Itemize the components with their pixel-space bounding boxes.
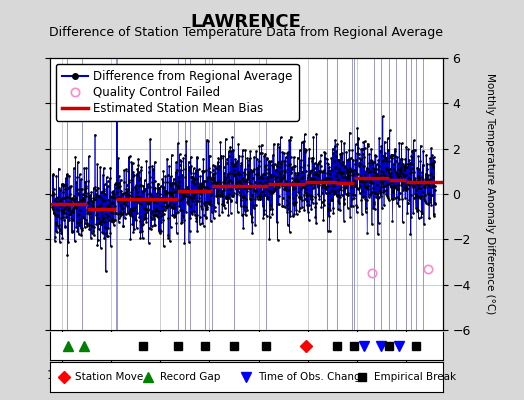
Text: Station Move: Station Move (75, 372, 144, 382)
Y-axis label: Monthly Temperature Anomaly Difference (°C): Monthly Temperature Anomaly Difference (… (485, 73, 495, 315)
Text: LAWRENCE: LAWRENCE (191, 13, 302, 31)
Text: Empirical Break: Empirical Break (374, 372, 456, 382)
Text: Time of Obs. Change: Time of Obs. Change (258, 372, 367, 382)
Legend: Difference from Regional Average, Quality Control Failed, Estimated Station Mean: Difference from Regional Average, Qualit… (56, 64, 299, 121)
Text: Difference of Station Temperature Data from Regional Average: Difference of Station Temperature Data f… (49, 26, 443, 39)
Text: Record Gap: Record Gap (160, 372, 220, 382)
